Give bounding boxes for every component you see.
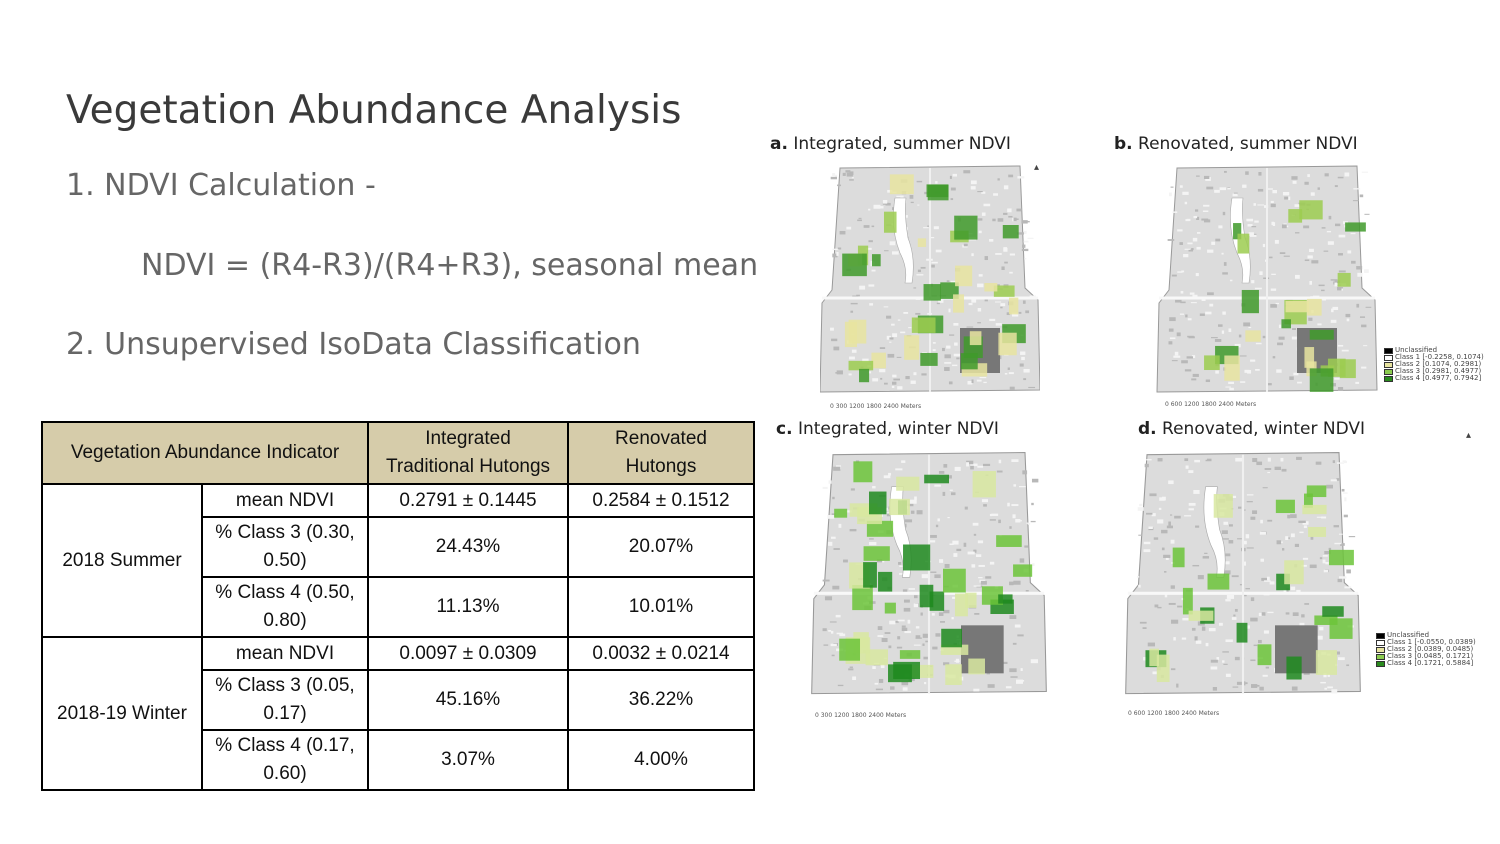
legend-label: Unclassified — [1387, 631, 1430, 639]
legend-swatch — [1384, 354, 1393, 361]
metric-cell: mean NDVI — [201, 483, 369, 518]
header-integrated-line2: Traditional Hutongs — [385, 456, 551, 477]
map-vegetation — [842, 174, 1026, 383]
header-integrated-line1: Integrated — [425, 428, 511, 449]
legend-item: Class 1 [-0.2258, 0.1074) — [1384, 354, 1484, 361]
ndvi-formula: NDVI = (R4-R3)/(R4+R3), seasonal mean — [141, 248, 759, 283]
table-row: % Class 4 (0.50, 0.80) 11.13% 10.01% — [42, 576, 755, 638]
legend-item: Class 1 [-0.0550, 0.0389) — [1376, 639, 1476, 646]
map-d-image — [1125, 451, 1361, 695]
legend-summer: Unclassified Class 1 [-0.2258, 0.1074) Cla… — [1384, 347, 1484, 382]
slide-title: Vegetation Abundance Analysis — [66, 88, 682, 133]
integrated-value: 0.2791 ± 0.1445 — [367, 483, 569, 518]
header-indicator: Vegetation Abundance Indicator — [41, 421, 369, 485]
north-arrow-icon: ▴ — [1034, 162, 1040, 173]
integrated-value: 45.16% — [367, 669, 569, 731]
legend-item: Class 3 [0.2981, 0.4977) — [1384, 368, 1484, 375]
legend-label: Class 3 [0.2981, 0.4977) — [1395, 367, 1482, 375]
integrated-value: 11.13% — [367, 576, 569, 638]
integrated-value: 3.07% — [367, 729, 569, 791]
north-arrow-icon: ▴ — [1466, 430, 1472, 441]
map-vegetation — [834, 461, 1033, 685]
map-a-caption: a. Integrated, summer NDVI — [770, 134, 1011, 154]
map-a-image — [820, 165, 1040, 393]
table-header-row: Vegetation Abundance Indicator Integrate… — [41, 421, 755, 485]
metric-cell: % Class 4 (0.50, 0.80) — [201, 576, 369, 638]
vegetation-abundance-table: Vegetation Abundance Indicator Integrate… — [41, 421, 755, 791]
table-row: % Class 3 (0.30, 0.50) 24.43% 20.07% — [42, 516, 755, 578]
legend-item: Class 2 [0.0389, 0.0485) — [1376, 646, 1476, 653]
header-renovated-line2: Hutongs — [625, 456, 697, 477]
map-vegetation — [1145, 485, 1354, 683]
legend-winter: Unclassified Class 1 [-0.0550, 0.0389) Cla… — [1376, 632, 1476, 667]
legend-label: Class 2 [0.0389, 0.0485) — [1387, 645, 1474, 653]
legend-swatch — [1376, 660, 1385, 667]
legend-label: Class 2 [0.1074, 0.2981) — [1395, 360, 1482, 368]
table-row: 2018-19 Winter mean NDVI 0.0097 ± 0.0309… — [41, 636, 755, 791]
legend-item: Unclassified — [1384, 347, 1484, 354]
legend-item: Class 4 [0.4977, 0.7942] — [1384, 375, 1484, 382]
legend-label: Class 4 [0.4977, 0.7942] — [1395, 374, 1482, 382]
bullet-isodata-classification: 2. Unsupervised IsoData Classification — [66, 327, 641, 362]
scale-bar-b: 0 600 1200 1800 2400 Meters — [1165, 401, 1257, 408]
map-c-image — [811, 451, 1047, 695]
legend-swatch — [1376, 639, 1385, 646]
legend-item: Class 3 [0.0485, 0.1721) — [1376, 653, 1476, 660]
map-d-caption: d. Renovated, winter NDVI — [1138, 419, 1366, 439]
season-cell: 2018-19 Winter — [41, 636, 203, 791]
legend-label: Class 4 [0.1721, 0.5884] — [1387, 659, 1474, 667]
map-c-caption: c. Integrated, winter NDVI — [776, 419, 999, 439]
legend-item: Class 2 [0.1074, 0.2981) — [1384, 361, 1484, 368]
legend-label: Class 3 [0.0485, 0.1721) — [1387, 652, 1474, 660]
legend-label: Class 1 [-0.0550, 0.0389) — [1387, 638, 1476, 646]
legend-swatch — [1384, 347, 1393, 354]
table-row: 2018 Summer mean NDVI 0.2791 ± 0.1445 0.… — [41, 483, 755, 638]
table-row: % Class 3 (0.05, 0.17) 45.16% 36.22% — [42, 669, 755, 731]
metric-cell: mean NDVI — [201, 636, 369, 671]
legend-swatch — [1376, 653, 1385, 660]
integrated-value: 24.43% — [367, 516, 569, 578]
metric-cell: % Class 3 (0.05, 0.17) — [201, 669, 369, 731]
season-cell: 2018 Summer — [41, 483, 203, 638]
renovated-value: 0.2584 ± 0.1512 — [567, 483, 755, 518]
legend-swatch — [1384, 361, 1393, 368]
renovated-value: 4.00% — [567, 729, 755, 791]
header-renovated-line1: Renovated — [615, 428, 707, 449]
legend-swatch — [1376, 646, 1385, 653]
renovated-value: 0.0032 ± 0.0214 — [567, 636, 755, 671]
integrated-value: 0.0097 ± 0.0309 — [367, 636, 569, 671]
map-vegetation — [1204, 200, 1366, 392]
scale-bar-c: 0 300 1200 1800 2400 Meters — [815, 712, 907, 719]
legend-swatch — [1384, 368, 1393, 375]
scale-bar-a: 0 300 1200 1800 2400 Meters — [830, 403, 922, 410]
legend-item: Class 4 [0.1721, 0.5884] — [1376, 660, 1476, 667]
legend-label: Class 1 [-0.2258, 0.1074) — [1395, 353, 1484, 361]
metric-cell: % Class 3 (0.30, 0.50) — [201, 516, 369, 578]
map-b-caption: b. Renovated, summer NDVI — [1114, 134, 1358, 154]
scale-bar-d: 0 600 1200 1800 2400 Meters — [1128, 710, 1220, 717]
header-renovated: Renovated Hutongs — [567, 421, 755, 485]
table-row: % Class 4 (0.17, 0.60) 3.07% 4.00% — [42, 729, 755, 791]
legend-swatch — [1384, 375, 1393, 382]
legend-swatch — [1376, 632, 1385, 639]
renovated-value: 36.22% — [567, 669, 755, 731]
legend-item: Unclassified — [1376, 632, 1476, 639]
map-b-image — [1156, 165, 1378, 393]
renovated-value: 10.01% — [567, 576, 755, 638]
map-lake — [893, 197, 914, 284]
renovated-value: 20.07% — [567, 516, 755, 578]
bullet-ndvi-calculation: 1. NDVI Calculation - — [66, 168, 376, 203]
metric-cell: % Class 4 (0.17, 0.60) — [201, 729, 369, 791]
legend-label: Unclassified — [1395, 346, 1438, 354]
header-integrated: Integrated Traditional Hutongs — [367, 421, 569, 485]
